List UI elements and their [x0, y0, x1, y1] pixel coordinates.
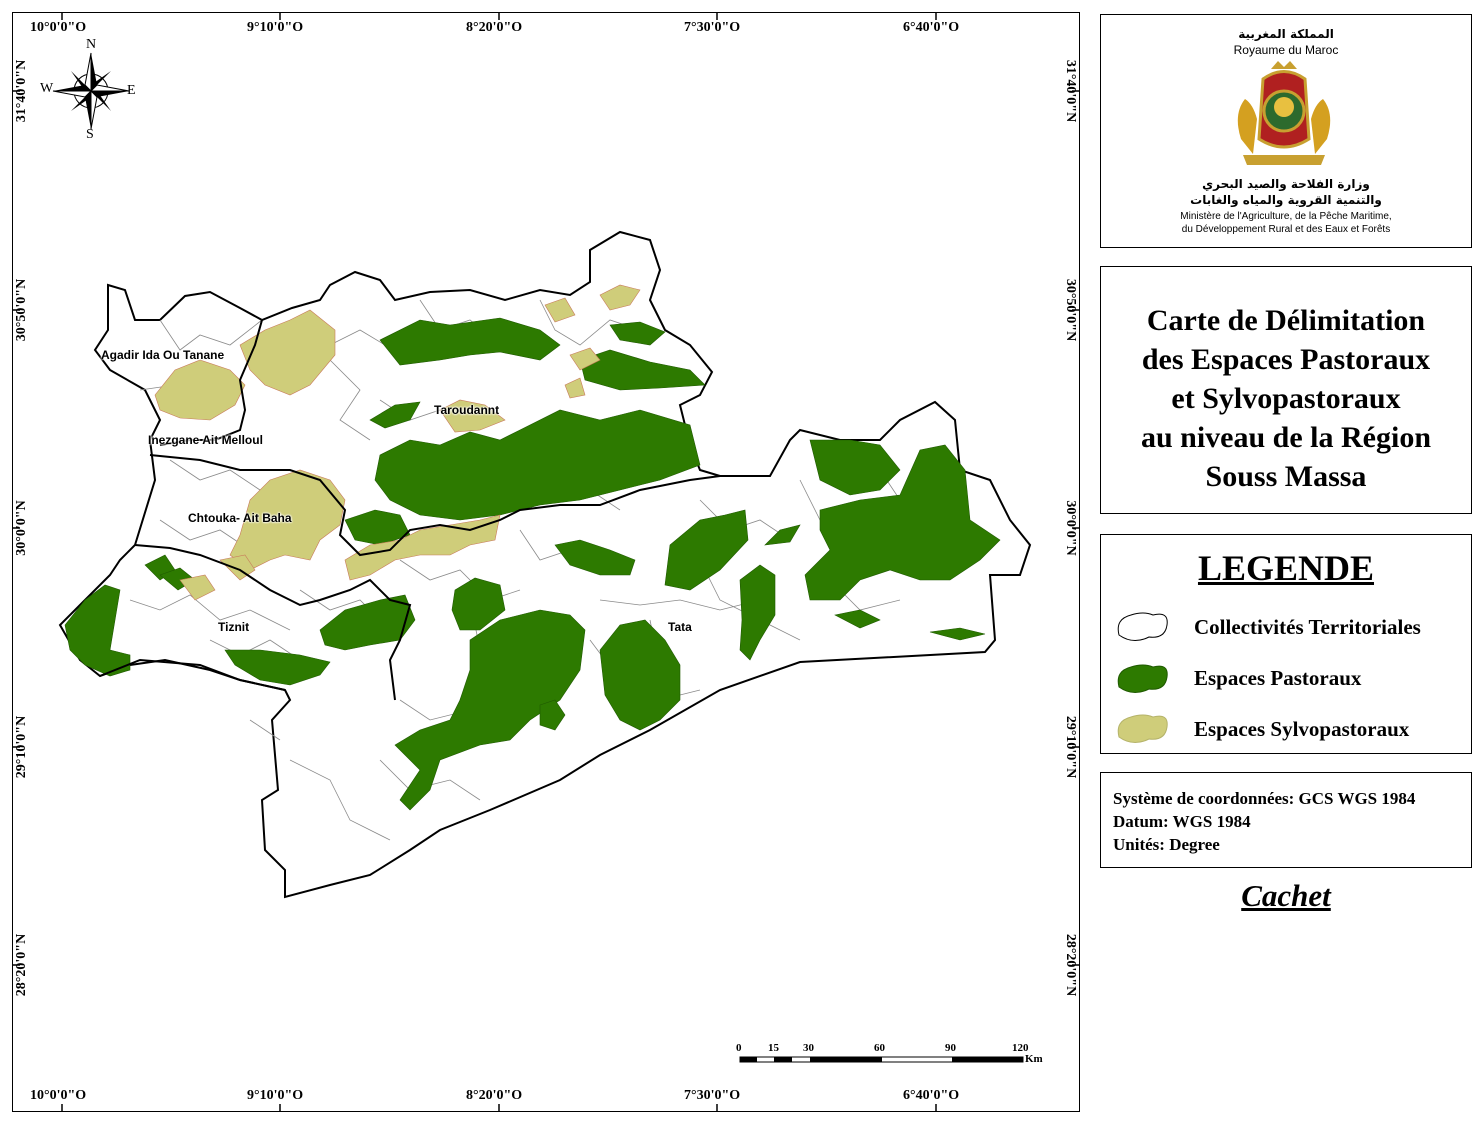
lon-label-top: 7°30'0"O [684, 20, 741, 35]
ministry-arabic-line1: وزارة الفلاحة والصيد البحري [1202, 177, 1370, 191]
province-label-inezgane: Inezgane Ait Melloul [148, 433, 263, 447]
ministry-french-line2: du Développement Rural et des Eaux et Fo… [1181, 224, 1391, 235]
scale-tick-label: 15 [768, 1042, 779, 1054]
map-title-line: des Espaces Pastoraux [1141, 343, 1431, 376]
compass-north-label: N [86, 37, 97, 52]
lat-label-left: 29°10'0"N [14, 715, 29, 779]
cachet-label: Cachet [1241, 878, 1331, 913]
legend-label-communes: Collectivités Territoriales [1194, 615, 1421, 639]
lat-label-right: 29°10'0"N [1063, 715, 1078, 779]
scale-bar [739, 1056, 1024, 1063]
scale-tick-label: 90 [945, 1042, 956, 1054]
scale-tick-label: 60 [874, 1042, 885, 1054]
datum-line: Datum: WGS 1984 [1113, 812, 1251, 831]
ministry-panel: المملكة المغربية Royaume du Maroc وزارة … [1100, 14, 1472, 248]
lon-label-top: 8°20'0"O [466, 20, 523, 35]
coordinate-system-line: Système de coordonnées: GCS WGS 1984 [1113, 789, 1416, 808]
province-label-taroudannt: Taroudannt [434, 403, 500, 417]
lon-label-bottom: 8°20'0"O [466, 1088, 523, 1103]
province-label-tata: Tata [668, 620, 692, 634]
coordinate-system-panel: Système de coordonnées: GCS WGS 1984 Dat… [1100, 772, 1472, 868]
lat-label-left: 31°40'0"N [14, 59, 29, 123]
legend-swatch-communes [1117, 612, 1168, 641]
lat-label-right: 31°40'0"N [1063, 59, 1078, 123]
legend-swatch-sylvopastoral [1117, 714, 1168, 743]
lat-label-left: 28°20'0"N [14, 933, 29, 997]
lon-label-bottom: 9°10'0"O [247, 1088, 304, 1103]
province-label-chtouka: Chtouka- Ait Baha [188, 511, 292, 525]
legend-panel: LEGENDE Collectivités Territoriales Espa… [1100, 534, 1472, 754]
lat-label-right: 30°0'0"N [1063, 500, 1078, 556]
scale-unit-label: Km [1025, 1053, 1043, 1065]
province-label-agadir: Agadir Ida Ou Tanane [101, 348, 225, 362]
lon-label-bottom: 6°40'0"O [903, 1088, 960, 1103]
map-title-line: au niveau de la Région [1140, 421, 1432, 454]
lat-label-right: 28°20'0"N [1063, 933, 1078, 997]
kingdom-arabic: المملكة المغربية [1238, 27, 1334, 41]
compass-south-label: S [86, 127, 94, 142]
kingdom-french: Royaume du Maroc [1233, 43, 1339, 57]
legend-label-pastoral: Espaces Pastoraux [1194, 666, 1362, 690]
lat-label-right: 30°50'0"N [1063, 278, 1078, 342]
lon-label-bottom: 7°30'0"O [684, 1088, 741, 1103]
lon-label-top: 10°0'0"O [30, 20, 87, 35]
coat-of-arms-icon [1237, 61, 1331, 165]
legend-swatch-pastoral [1117, 664, 1168, 693]
scale-tick-label: 30 [803, 1042, 814, 1054]
scale-tick-label: 0 [736, 1042, 742, 1054]
compass-east-label: E [127, 83, 136, 98]
map-title-line: Carte de Délimitation [1146, 304, 1426, 337]
legend-label-sylvopastoral: Espaces Sylvopastoraux [1194, 717, 1410, 741]
title-panel: Carte de Délimitation des Espaces Pastor… [1100, 266, 1472, 514]
map-title-line: et Sylvopastoraux [1171, 382, 1401, 415]
map-canvas [12, 12, 1080, 1112]
lon-label-bottom: 10°0'0"O [30, 1088, 87, 1103]
legend-heading: LEGENDE [1197, 548, 1375, 588]
lat-label-left: 30°50'0"N [14, 278, 29, 342]
ministry-arabic-line2: والتنمية القروية والمياه والغابات [1190, 193, 1382, 207]
pastoral-areas [64, 317, 1001, 811]
units-line: Unités: Degree [1113, 835, 1220, 854]
lon-label-top: 9°10'0"O [247, 20, 304, 35]
map-title: Carte de Délimitation des Espaces Pastor… [1101, 301, 1471, 496]
lat-label-left: 30°0'0"N [14, 500, 29, 556]
graticule-ticks [12, 12, 1080, 1112]
scale-tick-label: 120 [1012, 1042, 1029, 1054]
province-label-tiznit: Tiznit [218, 620, 250, 634]
compass-rose-icon [52, 52, 130, 130]
lon-label-top: 6°40'0"O [903, 20, 960, 35]
map-title-line: Souss Massa [1205, 460, 1367, 493]
compass-west-label: W [40, 81, 54, 96]
province-boundaries [99, 319, 721, 701]
ministry-french-line1: Ministère de l'Agriculture, de la Pêche … [1180, 211, 1392, 222]
sylvopastoral-areas [154, 284, 641, 601]
